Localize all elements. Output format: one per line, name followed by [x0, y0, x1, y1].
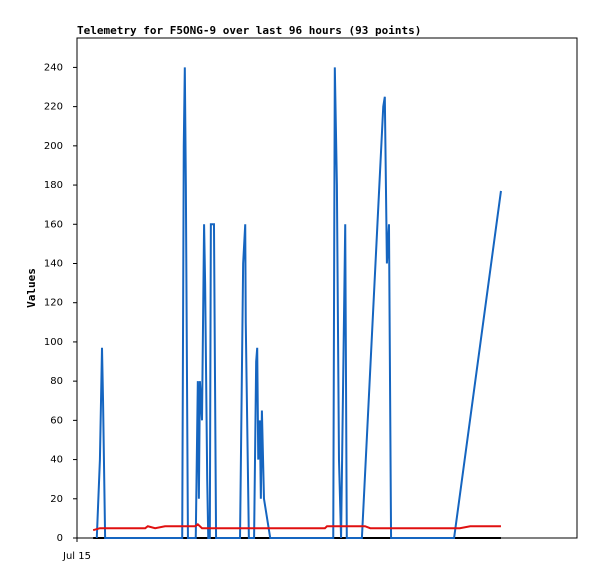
y-tick-label: 20: [50, 494, 63, 505]
y-tick-label: 180: [44, 180, 63, 191]
x-tick-label: Jul 15: [62, 551, 91, 562]
y-tick-label: 240: [44, 62, 63, 73]
series-line: [92, 522, 501, 532]
y-tick-label: 120: [44, 298, 63, 309]
y-tick-label: 80: [50, 376, 63, 387]
y-axis-label: Values: [25, 268, 38, 308]
y-tick-label: 220: [44, 102, 63, 113]
y-tick-label: 100: [44, 337, 63, 348]
chart-title: Telemetry for F5ONG-9 over last 96 hours…: [77, 24, 421, 37]
y-tick-label: 140: [44, 258, 63, 269]
plot-frame: [76, 37, 578, 539]
y-tick-label: 60: [50, 415, 63, 426]
y-tick-label: 200: [44, 141, 63, 152]
y-tick-label: 160: [44, 219, 63, 230]
series-line: [95, 67, 502, 539]
y-tick-label: 0: [57, 533, 63, 544]
y-tick-label: 40: [50, 455, 63, 466]
